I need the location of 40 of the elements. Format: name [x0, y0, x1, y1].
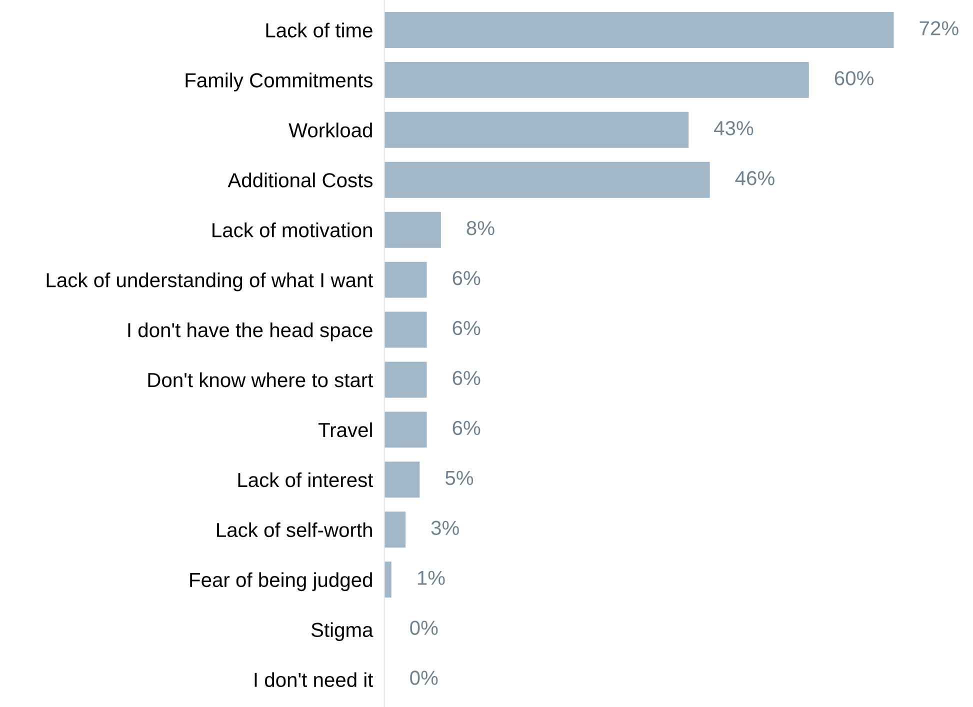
- bar: [384, 62, 809, 98]
- bar: [384, 562, 392, 598]
- y-tick-label: Additional Costs: [228, 172, 373, 188]
- data-label: 5%: [446, 470, 474, 486]
- y-tick-label: I don't have the head space: [128, 322, 372, 342]
- data-label: 6%: [452, 320, 480, 336]
- data-label: 6%: [452, 370, 480, 386]
- y-tick-label: Travel: [318, 422, 372, 438]
- y-tick-label: Family Commitments: [186, 72, 373, 92]
- data-label: 0%: [410, 670, 438, 685]
- bar: [384, 412, 427, 448]
- bar: [384, 12, 894, 48]
- bar: [384, 462, 420, 498]
- y-tick-label: Lack of understanding of what I want: [46, 272, 374, 292]
- data-label: 3%: [431, 520, 459, 536]
- bar: [384, 162, 710, 198]
- y-tick-label: Lack of motivation: [212, 222, 372, 238]
- data-label: 72%: [920, 21, 958, 36]
- bar: [384, 362, 427, 398]
- y-tick-label: Workload: [288, 122, 372, 138]
- data-label: 8%: [466, 220, 494, 236]
- y-tick-label: Lack of self-worth: [217, 522, 372, 538]
- data-label: 43%: [714, 121, 754, 136]
- data-label: 0%: [410, 620, 438, 635]
- y-tick-label: Lack of interest: [238, 472, 374, 488]
- bar: [384, 312, 427, 348]
- bar: [384, 512, 406, 548]
- bar: [384, 262, 427, 298]
- y-tick-label: I don't need it: [254, 672, 374, 688]
- y-tick-label: Lack of time: [266, 22, 372, 38]
- data-label: 60%: [834, 71, 874, 86]
- y-tick-label: Stigma: [311, 622, 374, 642]
- y-tick-label: Fear of being judged: [190, 572, 372, 592]
- data-label: 6%: [452, 420, 480, 436]
- bar: [384, 212, 441, 248]
- data-label: 6%: [452, 270, 480, 286]
- y-tick-label: Don't know where to start: [148, 372, 374, 388]
- data-label: 1%: [418, 570, 445, 585]
- data-label: 46%: [735, 171, 774, 186]
- bar: [384, 112, 689, 148]
